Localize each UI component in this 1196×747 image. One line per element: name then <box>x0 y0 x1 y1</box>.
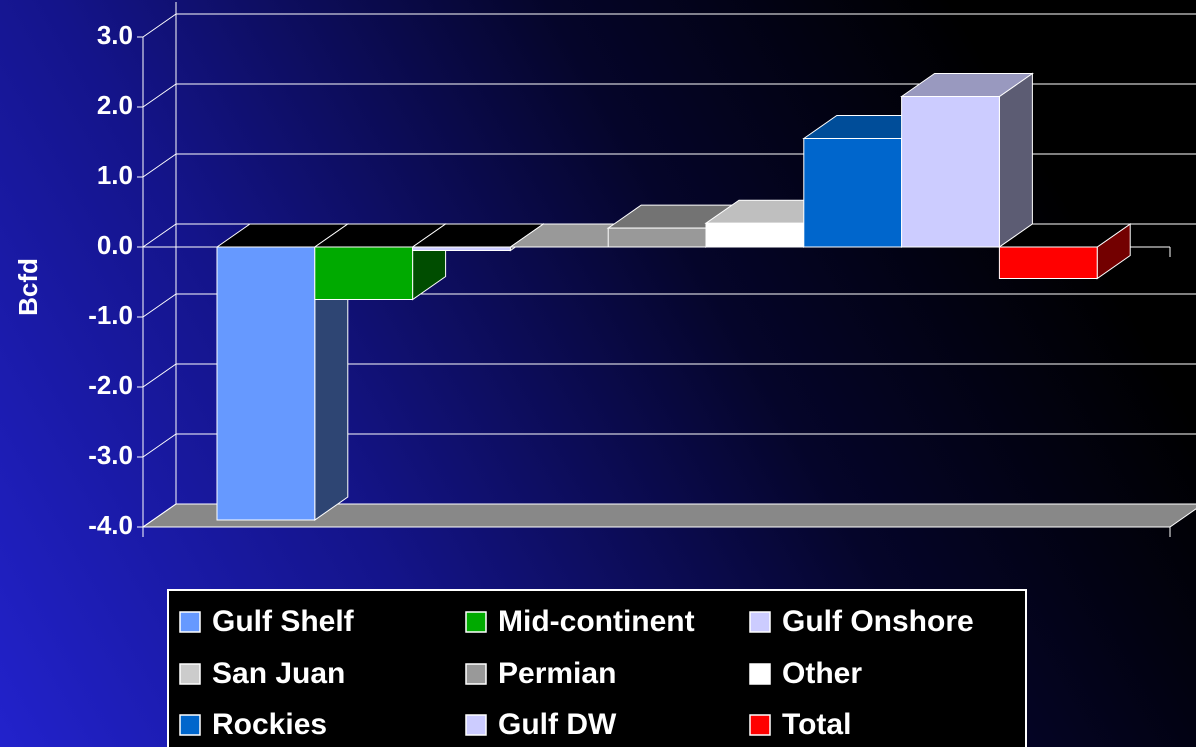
legend-swatch <box>465 714 487 736</box>
legend-label: San Juan <box>212 657 345 690</box>
grid-line <box>142 223 177 248</box>
y-tick-label: -1.0 <box>88 300 133 330</box>
bar-side <box>998 72 1033 248</box>
bar <box>314 246 414 300</box>
legend-label: Gulf Onshore <box>782 605 974 638</box>
legend-label: Gulf DW <box>498 708 617 741</box>
y-tick-label: 2.0 <box>97 90 133 120</box>
legend-swatch <box>749 714 771 736</box>
y-tick-label: 3.0 <box>97 20 133 50</box>
y-tick-label: -3.0 <box>88 440 133 470</box>
legend-label: Permian <box>498 657 616 690</box>
bar <box>803 138 903 248</box>
grid-line <box>142 433 177 458</box>
legend-swatch <box>179 611 201 633</box>
grid-line <box>142 83 177 108</box>
legend-box <box>167 589 1027 747</box>
bar <box>998 246 1098 279</box>
legend-label: Other <box>782 657 862 690</box>
legend-label: Gulf Shelf <box>212 605 355 638</box>
grid-line <box>142 363 177 388</box>
legend-label: Total <box>782 708 851 741</box>
legend-label: Rockies <box>212 708 327 741</box>
y-tick-label: 0.0 <box>97 230 133 260</box>
legend-swatch <box>179 663 201 685</box>
y-axis-label: Bcfd <box>13 258 43 316</box>
legend-swatch <box>749 663 771 685</box>
grid-line <box>142 153 177 178</box>
bar <box>412 246 511 251</box>
bar <box>901 96 1000 248</box>
bar <box>216 246 316 521</box>
legend-swatch <box>465 611 487 633</box>
y-tick-label: 1.0 <box>97 160 133 190</box>
grid-line <box>142 13 177 38</box>
legend-swatch <box>749 611 771 633</box>
bar <box>705 222 805 248</box>
grid-line <box>142 503 177 528</box>
legend-swatch <box>465 663 487 685</box>
y-tick-label: -2.0 <box>88 370 133 400</box>
grid-line <box>142 293 177 318</box>
bar <box>607 227 707 248</box>
y-tick-label: -4.0 <box>88 510 133 540</box>
legend-label: Mid-continent <box>498 605 695 638</box>
legend-swatch <box>179 714 201 736</box>
